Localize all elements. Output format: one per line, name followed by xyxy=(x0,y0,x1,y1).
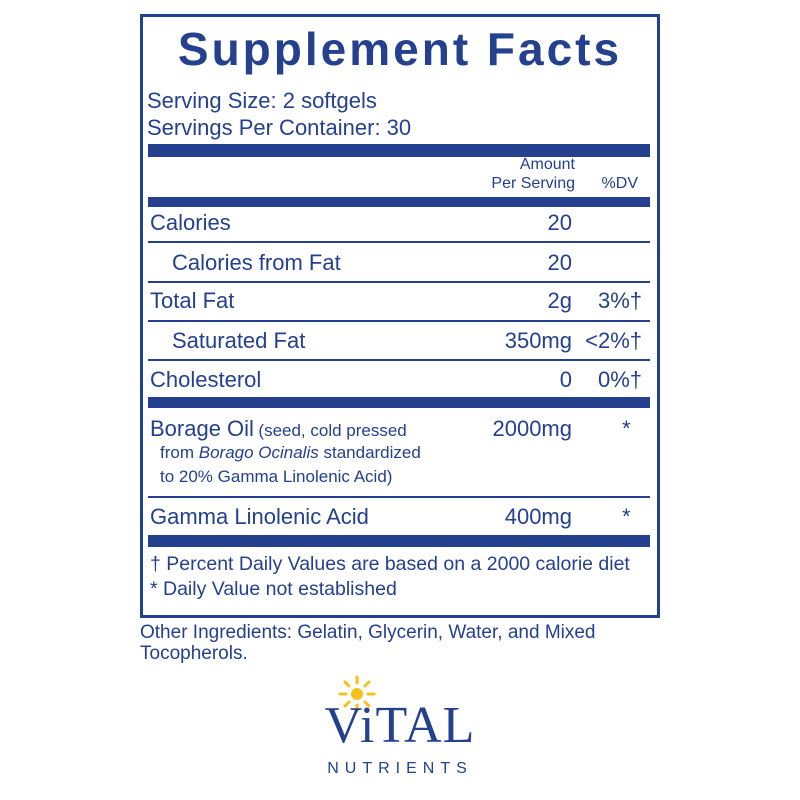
footnote: † Percent Daily Values are based on a 20… xyxy=(150,553,630,575)
amount-header: Per Serving xyxy=(491,175,575,192)
logo-tagline: NUTRIENTS xyxy=(327,760,473,777)
row-name: Calories from Fat xyxy=(172,250,341,275)
rule xyxy=(148,535,650,547)
logo-sun xyxy=(338,675,376,713)
row-amount: 350mg xyxy=(504,328,572,353)
footnote: * Daily Value not established xyxy=(150,578,397,600)
row-amount: 2000mg xyxy=(492,416,572,441)
serving-size: Serving Size: 2 softgels xyxy=(147,88,377,113)
other-ingredients: Other Ingredients: Gelatin, Glycerin, Wa… xyxy=(140,622,596,643)
row-name: Borage Oil xyxy=(150,416,254,441)
rule xyxy=(148,241,650,243)
amount-header: Amount xyxy=(519,156,575,173)
dv-header: %DV xyxy=(601,175,638,192)
rule xyxy=(148,281,650,283)
rule xyxy=(148,320,650,322)
rule xyxy=(148,397,650,408)
row-name: Gamma Linolenic Acid xyxy=(150,504,369,529)
row-name: Calories xyxy=(150,210,231,235)
rule xyxy=(148,197,650,207)
row-description: to 20% Gamma Linolenic Acid) xyxy=(160,467,393,486)
title: Supplement Facts xyxy=(177,23,623,75)
row-description: Borago Ocinalis xyxy=(198,443,319,462)
row-name: Cholesterol xyxy=(150,367,262,392)
row-dv: * xyxy=(622,416,631,441)
row-amount: 400mg xyxy=(504,504,572,529)
servings-per-container: Servings Per Container: 30 xyxy=(147,115,412,140)
row-amount: 20 xyxy=(547,210,572,235)
row-name: Total Fat xyxy=(150,288,235,313)
rule xyxy=(148,144,650,157)
rule xyxy=(148,496,650,498)
other-ingredients: Tocopherols. xyxy=(140,643,248,664)
row-amount: 20 xyxy=(547,250,572,275)
row-amount: 2g xyxy=(547,288,572,313)
rule xyxy=(148,359,650,361)
row-dv: <2%† xyxy=(585,328,642,353)
row-description: standardized xyxy=(323,443,421,462)
row-amount: 0 xyxy=(559,367,572,392)
row-name: Saturated Fat xyxy=(172,328,306,353)
row-description: (seed, cold pressed xyxy=(258,421,407,440)
row-dv: * xyxy=(622,504,631,529)
row-dv: 3%† xyxy=(597,288,642,313)
row-dv: 0%† xyxy=(597,367,642,392)
logo-brand: ViTAL xyxy=(324,697,476,754)
row-description: from xyxy=(160,443,194,462)
label-border xyxy=(140,14,660,618)
